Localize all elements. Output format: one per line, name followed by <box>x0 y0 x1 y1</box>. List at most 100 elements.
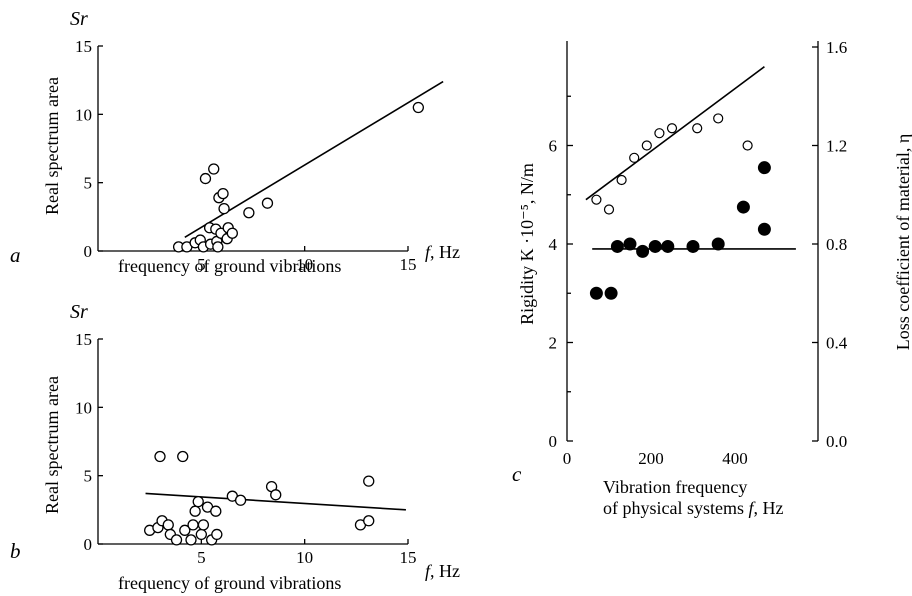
panel-c-right-y-tick-label: 0.4 <box>826 334 848 353</box>
panel-b-y-tick-label: 10 <box>75 398 92 417</box>
panel-b-x-tick-label: 15 <box>400 548 417 567</box>
panel-b-data-point <box>363 475 375 487</box>
panel-b-data-point <box>162 519 174 531</box>
panel-b-data-point <box>363 515 375 527</box>
panel-b-x-unit: f, Hz <box>425 561 460 581</box>
panel-c-loss-point <box>711 237 725 251</box>
panel-c-right-y-tick-label: 0.0 <box>826 432 847 451</box>
panel-b-data-point <box>211 528 223 541</box>
panel-b-x-unit-symbol: f <box>425 561 433 581</box>
panel-a-x-axis-label: frequency of ground vibrations <box>118 256 341 276</box>
panel-a-chart: Sr a Real spectrum area frequency of gro… <box>10 8 460 276</box>
panel-a-x-tick-label: 15 <box>400 255 417 274</box>
panel-b-chart: Sr b Real spectrum area frequency of gro… <box>10 301 460 593</box>
panel-a-data-point <box>243 207 255 219</box>
panel-c-rigidity-point <box>666 123 678 134</box>
panel-c-loss-point <box>648 239 662 253</box>
panel-c-rigidity-point <box>641 140 652 151</box>
panel-b-data-point <box>154 450 166 463</box>
panel-c-x-axis-label-line2: of physical systems f, Hz <box>603 498 784 518</box>
panel-a-y-tick-label: 0 <box>84 242 93 261</box>
panel-a-x-unit-text: , Hz <box>430 242 460 262</box>
panel-a-data-point <box>199 172 212 185</box>
panel-b-data-point <box>170 534 183 546</box>
panel-c-loss-point <box>610 239 624 253</box>
panel-a-y-symbol: Sr <box>70 8 88 30</box>
panel-b-trend-line <box>145 492 406 511</box>
panel-c-plot-area: 0 2 4 6 0.0 0.4 0.8 1.2 1.6 0 200 400 <box>549 38 848 468</box>
panel-c-left-y-tick-label: 4 <box>549 235 558 254</box>
panel-c-right-y-tick-label: 1.2 <box>826 137 847 156</box>
panel-b-x-axis-label: frequency of ground vibrations <box>118 573 341 593</box>
panel-b-data-point <box>197 519 210 531</box>
panel-b-data-point <box>177 450 189 463</box>
panel-b-data-point <box>270 489 282 501</box>
panel-b-y-tick-label: 5 <box>84 467 93 486</box>
panel-a-data-point <box>226 227 238 239</box>
panel-c-loss-point <box>661 239 675 253</box>
panel-a-data-point <box>212 241 224 253</box>
panel-b-plot-area: 0 5 10 15 5 10 15 <box>75 330 417 567</box>
panel-b-data-point <box>192 495 204 508</box>
panel-c-rigidity-point <box>713 113 724 124</box>
panel-a-y-tick-label: 5 <box>84 174 93 193</box>
panel-b-x-tick-label: 10 <box>296 548 313 567</box>
panel-a-y-tick-label: 15 <box>75 37 92 56</box>
panel-c-label: c <box>512 462 522 486</box>
panel-b-y-axis-label: Real spectrum area <box>42 376 62 514</box>
panel-c-left-y-tick-label: 0 <box>549 432 558 451</box>
panel-c-rigidity-point <box>603 204 615 215</box>
panel-c-loss-point <box>589 286 603 300</box>
panel-c-rigidity-point <box>629 152 640 163</box>
panel-a-data-point <box>217 187 229 200</box>
panel-c-rigidity-point <box>692 123 703 134</box>
panel-b-data-point <box>195 528 207 541</box>
panel-a-x-tick-label: 5 <box>197 255 206 274</box>
panel-a-x-unit-symbol: f <box>425 242 433 262</box>
panel-c-rigidity-point <box>591 194 602 205</box>
panel-a-data-point <box>208 163 220 175</box>
panel-c-x-tick-label: 0 <box>563 449 572 468</box>
panel-c-x-label-pre: of physical systems <box>603 498 749 518</box>
panel-c-right-y-tick-label: 1.6 <box>826 38 847 57</box>
panel-c-x-label-symbol: f <box>749 498 757 518</box>
panel-c-rigidity-point <box>654 128 665 139</box>
panel-c-loss-point <box>604 286 618 300</box>
panel-b-data-point <box>234 494 247 506</box>
panel-b-data-point <box>189 505 201 517</box>
panel-b-y-tick-label: 0 <box>84 535 93 554</box>
panel-b-data-point <box>210 505 222 517</box>
panel-b-data-point <box>179 524 191 536</box>
panel-b-label: b <box>10 539 21 563</box>
panel-c-loss-point <box>757 161 771 175</box>
panel-a-plot-area: 0 5 10 15 5 10 15 <box>75 37 444 274</box>
panel-a-x-tick-label: 10 <box>296 255 313 274</box>
panel-b-data-point <box>185 534 197 546</box>
panel-c-left-y-tick-label: 6 <box>549 137 558 156</box>
panel-c-x-tick-label: 400 <box>722 449 748 468</box>
panel-a-label: a <box>10 243 21 267</box>
panel-a-data-point <box>218 202 230 215</box>
panel-b-y-symbol: Sr <box>70 301 88 323</box>
panel-b-x-unit-text: , Hz <box>430 561 460 581</box>
panel-c-x-axis-label-line1: Vibration frequency <box>603 477 747 497</box>
panel-c-loss-point <box>636 244 650 258</box>
panel-a-data-point <box>261 197 274 209</box>
panel-c-left-y-tick-label: 2 <box>549 334 558 353</box>
panel-c-rigidity-point <box>742 140 753 151</box>
panel-a-data-point <box>412 101 424 114</box>
panel-a-y-tick-label: 10 <box>75 105 92 124</box>
panel-c-x-label-post: , Hz <box>754 498 784 518</box>
panel-a-y-axis-label: Real spectrum area <box>42 77 62 215</box>
panel-b-x-tick-label: 5 <box>197 548 206 567</box>
panel-b-y-tick-label: 15 <box>75 330 92 349</box>
panel-b-data-point <box>187 519 199 531</box>
panel-c-loss-point <box>686 239 700 253</box>
panel-c-x-tick-label: 200 <box>638 449 664 468</box>
panel-c-loss-point <box>736 200 750 214</box>
panel-c-y2-axis-label: Loss coefficient of material, η <box>893 134 912 351</box>
panel-c-loss-point <box>623 237 637 251</box>
panel-c-y-axis-label: Rigidity K ·10⁻⁵, N/m <box>517 163 537 325</box>
panel-c-chart: c Rigidity K ·10⁻⁵, N/m Loss coefficient… <box>512 38 912 518</box>
